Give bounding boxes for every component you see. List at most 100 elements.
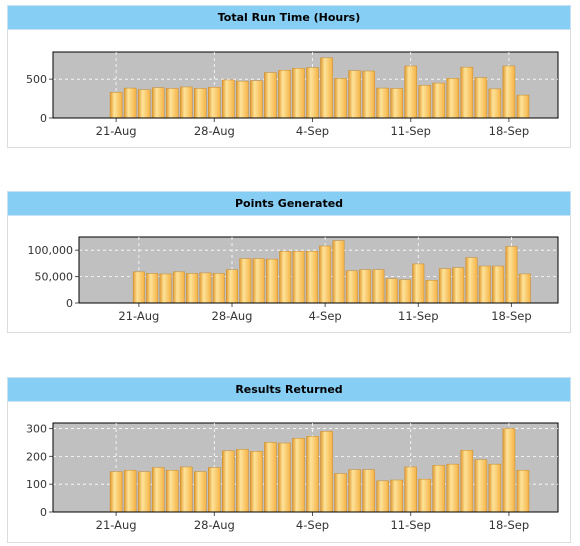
x-tick-label: 11-Sep <box>390 518 430 532</box>
bar <box>132 271 145 304</box>
x-tick-label: 28-Aug <box>212 309 253 323</box>
bar <box>516 94 530 119</box>
bar <box>446 78 460 119</box>
results-panel: Results Returned 0 100 200 300 21-Aug 28-Aug 4… <box>7 377 571 543</box>
bar <box>179 466 193 513</box>
bar <box>412 263 425 304</box>
x-tick-label: 28-Aug <box>194 518 235 532</box>
points-panel: Points Generated 0 50,000 100,000 21-Aug 28-… <box>7 191 571 333</box>
bar <box>332 240 345 304</box>
bar <box>432 465 446 513</box>
points-chart: 0 50,000 100,000 21-Aug 28-Aug 4-Sep 11-Sep 18-… <box>28 236 559 323</box>
bar <box>146 273 159 304</box>
plot-area <box>52 422 559 513</box>
bar <box>278 69 291 119</box>
bar <box>279 251 292 304</box>
bar <box>179 86 193 119</box>
run-time-chart: 0 500 21-Aug 28-Aug 4-Sep 11-Sep 18-Sep <box>26 51 559 138</box>
bar <box>320 57 333 119</box>
x-tick-label: 4-Sep <box>296 518 329 532</box>
x-tick-label: 11-Sep <box>390 124 430 138</box>
x-tick-label: 21-Aug <box>96 518 137 532</box>
bar <box>438 268 451 304</box>
bar <box>492 265 505 304</box>
bar <box>292 438 305 513</box>
bar <box>165 88 179 119</box>
bar <box>474 77 488 119</box>
bar <box>265 258 278 304</box>
y-tick-label: 200 <box>26 450 47 463</box>
bar <box>376 87 389 119</box>
bar <box>252 258 265 304</box>
y-tick-label: 0 <box>66 297 73 310</box>
bar <box>172 271 185 304</box>
x-tick-label: 28-Aug <box>194 124 235 138</box>
bar <box>208 467 221 513</box>
bar <box>278 442 291 513</box>
bar <box>362 70 375 119</box>
bar <box>446 463 460 513</box>
bar <box>239 258 252 304</box>
bar <box>159 273 172 304</box>
bar <box>488 463 502 513</box>
results-chart: 0 100 200 300 21-Aug 28-Aug 4-Sep 11-Sep 18-Sep <box>26 422 559 532</box>
bar <box>250 451 263 513</box>
bar <box>385 278 398 304</box>
bar <box>292 251 305 304</box>
bar <box>502 65 516 119</box>
bar <box>123 470 137 513</box>
bar <box>452 267 465 304</box>
bar <box>250 80 263 119</box>
y-tick-label: 500 <box>26 73 47 86</box>
bar <box>399 279 411 304</box>
bar <box>460 66 474 119</box>
bar <box>226 269 238 304</box>
bar <box>320 431 333 513</box>
x-tick-label: 21-Aug <box>118 309 159 323</box>
bar <box>264 72 277 119</box>
bar <box>359 269 372 304</box>
bar <box>390 479 403 513</box>
bar <box>212 273 225 304</box>
bar <box>460 450 474 513</box>
y-tick-label: 300 <box>26 423 47 436</box>
bar <box>390 88 403 119</box>
panel-title: Results Returned <box>7 377 571 402</box>
bar <box>194 88 207 119</box>
bar <box>222 450 235 513</box>
bar <box>264 442 277 513</box>
run-time-panel: Total Run Time (Hours) 0 500 21-Aug 28-Aug 4… <box>7 5 571 148</box>
bar <box>432 82 446 119</box>
bar <box>362 469 375 513</box>
y-tick-label: 100,000 <box>28 244 74 257</box>
bar <box>478 265 491 304</box>
bar <box>418 478 432 513</box>
bar <box>292 68 305 119</box>
bar <box>199 272 212 304</box>
bar <box>518 273 531 304</box>
y-tick-label: 50,000 <box>35 271 74 284</box>
bar <box>109 471 123 513</box>
bar <box>319 245 332 304</box>
bar <box>194 471 207 513</box>
bar <box>516 470 530 513</box>
bar <box>123 87 137 119</box>
bar <box>372 269 385 304</box>
bar <box>348 70 361 119</box>
bar <box>474 459 488 513</box>
bar <box>137 89 151 119</box>
x-tick-label: 11-Sep <box>398 309 438 323</box>
bar <box>151 467 165 513</box>
bar <box>306 436 319 513</box>
bar <box>465 257 478 304</box>
bar <box>425 280 438 304</box>
x-tick-label: 4-Sep <box>296 124 329 138</box>
bar <box>334 473 347 513</box>
x-tick-label: 18-Sep <box>491 309 531 323</box>
panel-title: Points Generated <box>7 191 571 216</box>
y-tick-label: 0 <box>40 506 47 519</box>
bar <box>404 466 417 513</box>
bar <box>334 78 347 119</box>
bar <box>502 428 516 513</box>
bar <box>345 270 358 304</box>
